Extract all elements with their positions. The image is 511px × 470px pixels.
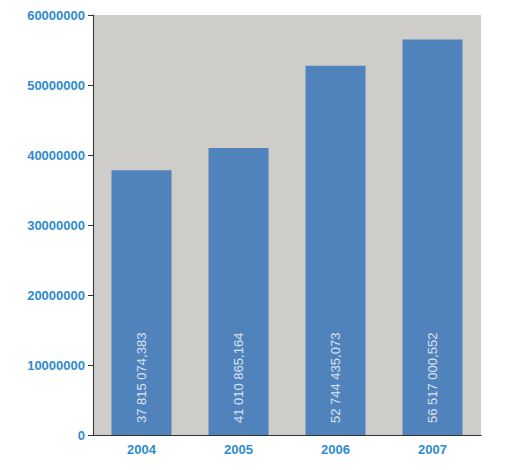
svg-text:20000000: 20000000 xyxy=(27,288,85,303)
svg-text:56 517 000,552: 56 517 000,552 xyxy=(425,333,440,423)
svg-text:30000000: 30000000 xyxy=(27,218,85,233)
svg-text:50000000: 50000000 xyxy=(27,78,85,93)
svg-text:2004: 2004 xyxy=(127,442,157,457)
svg-text:37 815 074,383: 37 815 074,383 xyxy=(134,333,149,423)
svg-text:2006: 2006 xyxy=(321,442,350,457)
svg-text:2007: 2007 xyxy=(418,442,447,457)
svg-text:40000000: 40000000 xyxy=(27,148,85,163)
svg-text:60000000: 60000000 xyxy=(27,8,85,23)
svg-text:2005: 2005 xyxy=(224,442,253,457)
svg-text:0: 0 xyxy=(78,428,85,443)
svg-text:41 010 865,164: 41 010 865,164 xyxy=(231,333,246,423)
svg-text:52 744 435,073: 52 744 435,073 xyxy=(328,333,343,423)
svg-text:10000000: 10000000 xyxy=(27,358,85,373)
